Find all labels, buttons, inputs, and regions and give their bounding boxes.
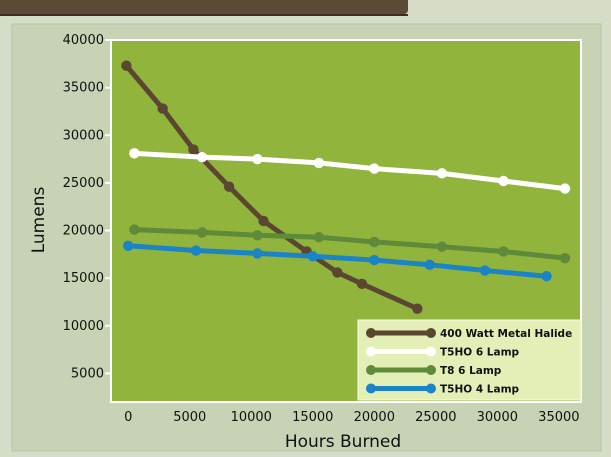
x-tick-label: 5000: [173, 410, 206, 425]
data-point: [369, 254, 380, 266]
legend-label: 400 Watt Metal Halide: [440, 328, 572, 340]
data-point: [436, 168, 448, 179]
data-point: [307, 251, 318, 262]
series-group: [129, 224, 571, 264]
data-point: [196, 227, 208, 238]
x-tick-label: 25000: [415, 410, 456, 425]
legend-label: T5HO 6 Lamp: [440, 347, 520, 359]
data-point: [190, 245, 202, 256]
y-axis-title: Lumens: [29, 187, 49, 254]
legend-swatch-dot: [366, 346, 376, 357]
x-tick-label: 15000: [292, 410, 333, 425]
data-point: [498, 175, 509, 187]
data-point: [129, 224, 140, 235]
data-point: [252, 248, 263, 259]
data-point: [412, 303, 423, 314]
legend-swatch-dot: [366, 365, 376, 375]
legend-swatch-dot: [426, 346, 436, 357]
x-tick-label: 35000: [538, 410, 579, 425]
y-tick-label: 40000: [63, 33, 104, 48]
series-line: [131, 227, 568, 261]
y-tick-label: 25000: [63, 176, 104, 191]
legend-swatch-dot: [426, 383, 436, 394]
data-point: [559, 252, 571, 264]
data-point: [436, 241, 448, 252]
series-line: [125, 243, 550, 279]
data-point: [356, 278, 368, 290]
x-tick-label: 0: [124, 410, 132, 425]
data-point: [196, 151, 208, 163]
y-tick-label: 35000: [63, 81, 104, 96]
header-bar: [0, 0, 408, 14]
data-point: [313, 231, 325, 243]
series-group: [129, 148, 571, 194]
data-point: [479, 265, 491, 276]
data-point: [258, 215, 269, 227]
data-point: [498, 246, 509, 257]
data-point: [121, 60, 132, 71]
legend-swatch-dot: [426, 365, 436, 375]
series-group: [121, 60, 423, 314]
legend-label: T8 6 Lamp: [440, 365, 502, 377]
data-point: [223, 181, 235, 192]
data-point: [252, 230, 263, 241]
data-point: [313, 157, 325, 169]
y-tick-label: 10000: [63, 319, 104, 334]
header-bar-edge: [0, 14, 408, 16]
x-tick-label: 10000: [231, 410, 272, 425]
legend-swatch-dot: [366, 383, 376, 394]
legend-label: T5HO 4 Lamp: [440, 384, 520, 396]
data-point: [129, 148, 140, 159]
data-point: [369, 236, 380, 248]
x-tick-label: 20000: [354, 410, 395, 425]
series-group: [123, 240, 552, 282]
x-axis-title: Hours Burned: [285, 432, 401, 452]
legend-swatch-dot: [426, 328, 436, 338]
data-point: [541, 271, 552, 282]
y-tick-label: 15000: [63, 271, 104, 286]
y-tick-label: 20000: [63, 224, 104, 239]
data-point: [559, 183, 571, 194]
data-point: [424, 259, 435, 271]
y-tick-label: 30000: [63, 128, 104, 143]
series-line: [131, 150, 568, 192]
data-point: [369, 163, 380, 174]
data-point: [157, 103, 168, 114]
data-point: [188, 144, 199, 155]
data-point: [123, 240, 134, 251]
data-point: [332, 267, 343, 278]
legend-swatch-dot: [366, 328, 376, 338]
y-tick-label: 5000: [71, 366, 104, 381]
data-point: [252, 153, 263, 165]
x-tick-label: 30000: [477, 410, 518, 425]
